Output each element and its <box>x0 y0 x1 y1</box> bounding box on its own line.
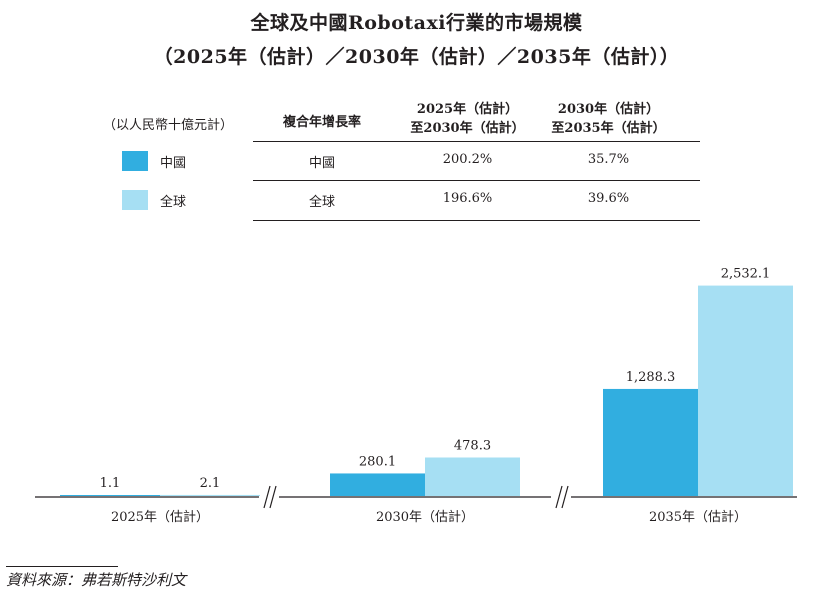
legend-label-global: 全球 <box>160 195 187 210</box>
x-tick-label-2025: 2025年（估計） <box>111 509 209 525</box>
header-period-1-line2: 至2030年（估計） <box>410 121 525 136</box>
table-rule-mid <box>253 180 700 181</box>
table-row-china-cagr2: 35.7% <box>587 152 630 167</box>
data-label-china-2030: 280.1 <box>359 454 396 469</box>
data-label-china-2035: 1,288.3 <box>626 370 676 385</box>
axis-break-1 <box>259 484 279 510</box>
data-label-global-2035: 2,532.1 <box>721 267 771 282</box>
x-tick-label-2035: 2035年（估計） <box>649 509 747 525</box>
header-period-2: 2030年（估計） 至2035年（估計） <box>536 100 681 138</box>
data-label-global-2025: 2.1 <box>200 476 221 491</box>
axis-break-2 <box>551 484 571 510</box>
bar-global-2030 <box>425 457 520 496</box>
source-note: 資料來源：弗若斯特沙利文 <box>6 571 187 589</box>
table-row-china-name: 中國 <box>308 156 335 171</box>
bar-china-2025 <box>60 495 160 496</box>
legend-swatch-global <box>122 190 148 210</box>
header-period-1-line1: 2025年（估計） <box>416 102 519 117</box>
header-period-2-line1: 2030年（估計） <box>557 102 660 117</box>
unit-label: （以人民幣十億元計） <box>103 118 234 133</box>
chart-title: 全球及中國Robotaxi行業的市場規模 <box>250 12 583 34</box>
table-row-china-cagr1: 200.2% <box>442 152 493 167</box>
table-rule-top <box>253 141 700 142</box>
chart-subtitle: （2025年（估計）／2030年（估計）／2035年（估計）） <box>153 46 680 68</box>
bar-global-2025 <box>160 494 260 496</box>
table-row-global-cagr2: 39.6% <box>587 191 630 206</box>
bar-china-2030 <box>330 473 425 496</box>
header-cagr: 複合年增長率 <box>282 115 361 130</box>
data-label-global-2030: 478.3 <box>454 438 491 453</box>
table-row-global-cagr1: 196.6% <box>442 191 493 206</box>
bar-china-2035 <box>603 388 698 496</box>
legend-label-china: 中國 <box>160 156 187 171</box>
data-label-china-2025: 1.1 <box>100 476 121 491</box>
legend-swatch-china <box>122 151 148 171</box>
source-rule <box>6 566 118 567</box>
header-period-1: 2025年（估計） 至2030年（估計） <box>395 100 540 138</box>
table-rule-bottom <box>253 220 700 221</box>
x-tick-label-2030: 2030年（估計） <box>376 509 474 525</box>
bar-global-2035 <box>698 285 793 496</box>
table-row-global-name: 全球 <box>308 195 335 210</box>
header-period-2-line2: 至2035年（估計） <box>551 121 666 136</box>
